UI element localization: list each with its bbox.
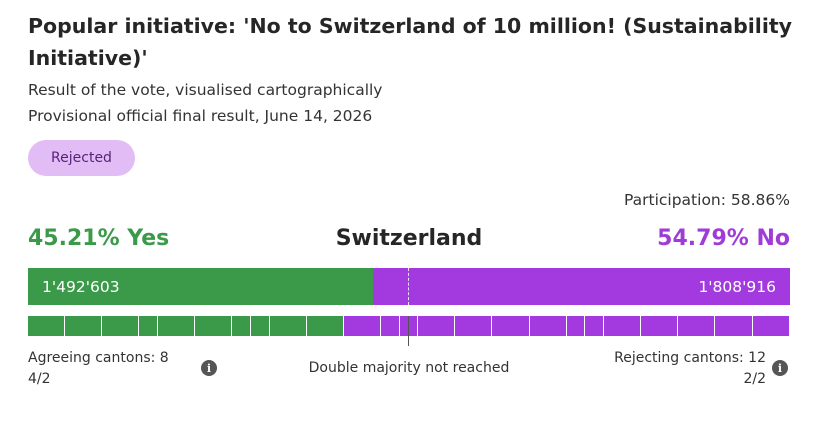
canton-segment-yes	[269, 316, 307, 336]
subtitle: Result of the vote, visualised cartograp…	[28, 81, 383, 99]
canton-segment-no	[380, 316, 400, 336]
vote-result-bar: 1'492'603 1'808'916	[28, 268, 790, 305]
canton-segment-no	[492, 316, 530, 336]
canton-segment-yes	[306, 316, 344, 336]
canton-segment-no	[529, 316, 567, 336]
canton-segment-no	[752, 316, 790, 336]
yes-votes-bar: 1'492'603	[28, 268, 373, 305]
yes-percentage: 45.21% Yes	[28, 226, 170, 251]
yes-votes-count: 1'492'603	[42, 277, 120, 296]
agreeing-cantons-label: Agreeing cantons: 8	[28, 350, 169, 366]
canton-segment-no	[641, 316, 679, 336]
agreeing-half-cantons: 4/2	[28, 371, 51, 387]
canton-segment-yes	[65, 316, 103, 336]
rejecting-half-cantons: 2/2	[743, 371, 766, 387]
rejecting-cantons: Rejecting cantons: 12 2/2	[614, 348, 766, 390]
canton-segment-yes	[28, 316, 66, 336]
page-title: Popular initiative: 'No to Switzerland o…	[28, 14, 793, 70]
canton-segment-no	[585, 316, 604, 336]
cantons-bar	[28, 316, 790, 336]
canton-segment-no	[566, 316, 586, 336]
canton-segment-yes	[139, 316, 159, 336]
no-percentage: 54.79% No	[657, 226, 790, 251]
info-icon[interactable]: i	[201, 360, 217, 376]
agreeing-cantons: Agreeing cantons: 8 4/2	[28, 348, 169, 390]
canton-segment-no	[343, 316, 381, 336]
double-majority-text: Double majority not reached	[308, 360, 510, 376]
canton-segment-yes	[102, 316, 140, 336]
majority-marker	[408, 268, 409, 305]
canton-segment-yes	[250, 316, 270, 336]
participation-text: Participation: 58.86%	[623, 191, 790, 209]
canton-segment-no	[678, 316, 716, 336]
region-name: Switzerland	[335, 226, 483, 251]
canton-segment-no	[418, 316, 456, 336]
status-badge: Rejected	[28, 140, 135, 176]
canton-segment-yes	[232, 316, 251, 336]
rejecting-cantons-label: Rejecting cantons: 12	[614, 350, 766, 366]
no-votes-bar: 1'808'916	[372, 268, 790, 305]
cantons-majority-marker	[408, 316, 409, 346]
canton-segment-no	[455, 316, 493, 336]
canton-segment-yes	[158, 316, 196, 336]
canton-segment-no	[715, 316, 753, 336]
canton-segment-no	[603, 316, 642, 336]
no-votes-count: 1'808'916	[698, 277, 776, 296]
info-icon[interactable]: i	[772, 360, 788, 376]
result-status-line: Provisional official final result, June …	[28, 107, 373, 125]
canton-segment-yes	[195, 316, 233, 336]
